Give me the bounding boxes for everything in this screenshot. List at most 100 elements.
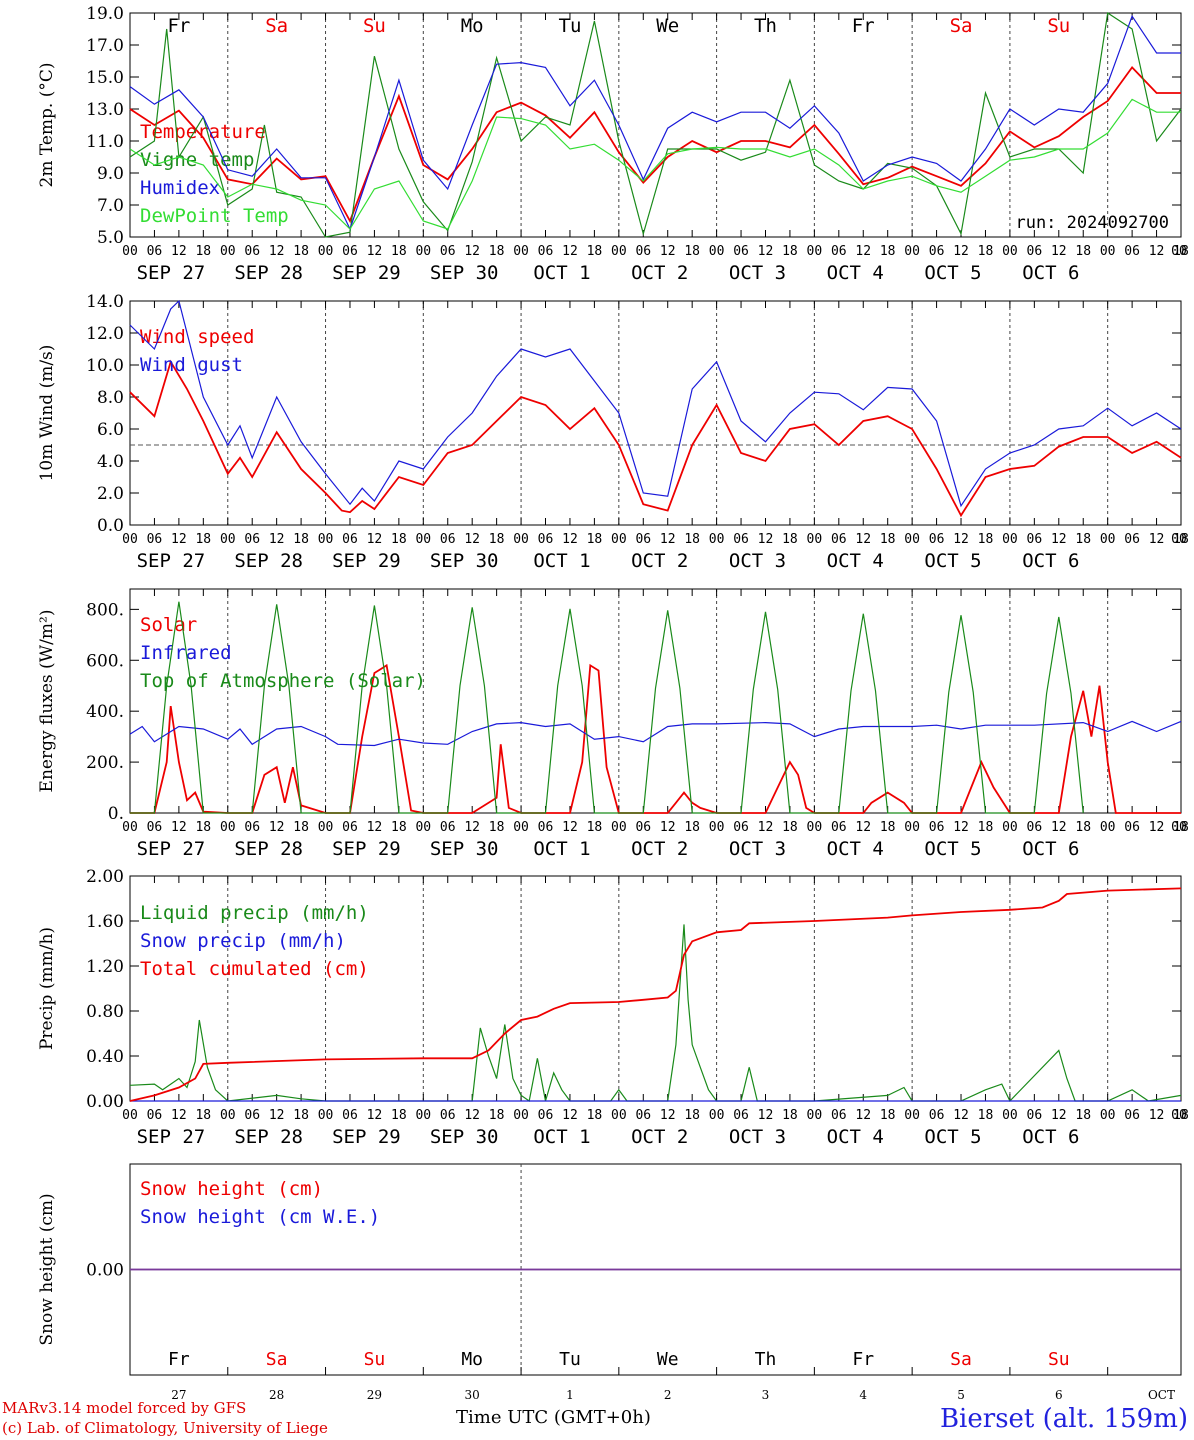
hour-label: 18 [489,820,505,835]
hour-label: 06 [440,1108,456,1123]
date-label: SEP 27 [137,1126,206,1148]
hour-label: 00 [318,1108,334,1123]
y-tick-label: 6.0 [97,420,124,440]
hour-label: 06 [147,244,163,259]
day-number-label: 30 [465,1388,480,1402]
hour-label: 12 [1149,532,1165,547]
legend-entry: Total cumulated (cm) [140,958,369,980]
y-tick-label: 800. [86,600,124,620]
date-label: SEP 27 [137,838,206,860]
date-label: OCT 1 [533,550,590,572]
hour-label: 18 [489,244,505,259]
date-label: OCT 4 [827,550,884,572]
hour-label: 00 [318,820,334,835]
day-name-label: Su [1047,15,1070,37]
hour-label: 18 [782,532,798,547]
y-tick-label: 0.40 [86,1047,124,1067]
hour-label: 06 [440,532,456,547]
hour-label: 12 [171,244,187,259]
y-axis-title: Energy fluxes (W/m²) [37,610,57,793]
day-name-label: Fr [167,15,190,37]
hour-label: 00 [122,244,138,259]
hour-label: 06 [244,532,260,547]
hour-label: 18 [489,1108,505,1123]
hour-label: 12 [367,820,383,835]
series-line-humidex [129,14,1181,231]
series-line-wind-speed [129,359,1182,518]
hour-label: 18 [1075,820,1091,835]
date-label: SEP 28 [234,838,303,860]
date-label: OCT 1 [533,1126,590,1148]
hour-label: 06 [244,820,260,835]
hour-label: 18 [293,244,309,259]
hour-label: 18 [391,820,407,835]
hour-label: 06 [635,1108,651,1123]
series-line-dewpoint-temp [129,98,1181,230]
day-name-label: Fr [852,15,875,37]
last-tick-label: OCT [1148,1388,1175,1402]
hour-label: 00 [513,820,529,835]
hour-label: 00 [122,1108,138,1123]
legend-entry: Humidex [140,177,220,199]
date-label: SEP 27 [137,262,206,284]
hour-label: 18 [978,1108,994,1123]
y-axis-title: Snow height (cm) [37,1193,57,1345]
hour-label: 18 [880,820,896,835]
y-tick-label: 600. [86,651,124,671]
hour-label: 12 [464,1108,480,1123]
legend-entry: DewPoint Temp [140,205,289,227]
hour-label: 06 [147,1108,163,1123]
hour-label: 00 [904,532,920,547]
hour-label: 00 [220,820,236,835]
hour-label: 06 [831,820,847,835]
hour-label: 00 [611,1108,627,1123]
hour-label: 18 [782,244,798,259]
hour-label: 06 [440,820,456,835]
day-name-label: We [656,15,679,37]
hour-label: 12 [1051,820,1067,835]
hour-label: 00 [220,244,236,259]
hour-label: 00 [1171,820,1187,835]
run-label: run: 2024092700 [1015,213,1169,233]
date-label: SEP 30 [430,262,499,284]
hour-label: 18 [782,820,798,835]
hour-label: 06 [929,532,945,547]
date-label: OCT 2 [631,1126,688,1148]
hour-label: 18 [587,820,603,835]
y-tick-label: 1.20 [86,957,124,977]
date-label: OCT 4 [827,1126,884,1148]
date-label: OCT 5 [924,1126,981,1148]
y-tick-label: 0.00 [86,1092,124,1112]
y-tick-label: 19.0 [86,4,124,24]
date-label: OCT 5 [924,262,981,284]
hour-label: 12 [171,532,187,547]
hour-label: 00 [415,244,431,259]
hour-label: 18 [880,532,896,547]
hour-label: 18 [1173,532,1189,547]
y-tick-label: 2.00 [86,867,124,887]
hour-label: 12 [269,820,285,835]
station-name: Bierset (alt. 159m) [939,1404,1188,1434]
hour-label: 12 [171,820,187,835]
hour-label: 12 [562,1108,578,1123]
y-tick-label: 14.0 [86,292,124,312]
day-name-label: Tu [559,15,582,37]
y-tick-label: 200. [86,753,124,773]
date-label: OCT 5 [924,550,981,572]
legend-entry: Snow height (cm) [140,1178,323,1200]
day-name-label: Sa [265,15,288,37]
date-label: OCT 3 [729,838,786,860]
hour-label: 06 [538,1108,554,1123]
hour-label: 06 [147,532,163,547]
hour-label: 00 [904,244,920,259]
hour-label: 18 [1075,244,1091,259]
hour-label: 12 [953,820,969,835]
series-line-temperature [129,65,1181,224]
hour-label: 06 [244,244,260,259]
date-label: OCT 6 [1022,262,1079,284]
date-label: OCT 6 [1022,838,1079,860]
y-tick-label: 7.0 [97,196,124,216]
hour-label: 00 [1100,820,1116,835]
hour-label: 12 [758,532,774,547]
hour-label: 00 [807,532,823,547]
